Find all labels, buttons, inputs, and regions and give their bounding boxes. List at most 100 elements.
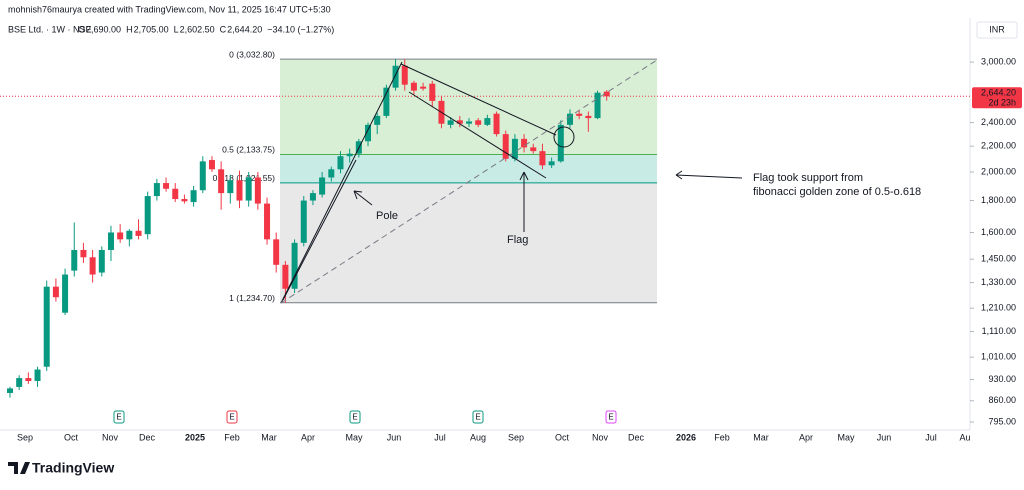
x-tick-label: Jul [925, 432, 937, 442]
x-tick-label: Oct [64, 432, 79, 442]
x-tick-label: Feb [714, 432, 730, 442]
candle-body [374, 115, 381, 125]
candle-body [126, 230, 133, 240]
candle-body [383, 87, 390, 116]
fib-label: 0.5 (2,133.75) [222, 145, 275, 155]
pole-line [282, 159, 357, 301]
time-axis: Sep Oct Nov Dec 2025 Feb Mar Apr May Jun Jul Aug Sep… [17, 432, 971, 442]
support-arrow [675, 170, 743, 180]
y-tick-label: 1,210.00 [981, 303, 1016, 313]
channel-line [408, 91, 547, 179]
candle-body [401, 65, 408, 85]
candle-body [199, 161, 206, 191]
currency[interactable]: INR [989, 24, 1005, 34]
flag-arrow [519, 171, 529, 232]
x-tick-label: Mar [261, 432, 277, 442]
x-tick-label: Sep [17, 432, 33, 442]
y-tick-label: 930.00 [988, 374, 1016, 384]
candle-body [300, 200, 307, 243]
candle-body [603, 91, 610, 97]
annotation-pole: Pole [376, 210, 398, 222]
fib-zone [280, 59, 657, 155]
candle-body [89, 257, 96, 275]
candle-body [328, 169, 335, 178]
y-tick-label: 2,400.00 [981, 117, 1016, 127]
event-marker [349, 410, 361, 424]
y-tick-label: 1,330.00 [981, 277, 1016, 287]
logo-mark [8, 462, 30, 474]
credit: mohnish76maurya created with TradingView… [8, 4, 331, 14]
x-tick-label: Mar [753, 432, 769, 442]
y-tick-label: 1,800.00 [981, 195, 1016, 205]
y-tick-label: 1,110.00 [982, 326, 1016, 336]
fib-label: 1 (1,234.70) [229, 293, 275, 303]
y-tick-label: 860.00 [988, 395, 1016, 405]
x-tick-label: Dec [628, 432, 645, 442]
y-tick-label: 1,600.00 [981, 227, 1016, 237]
trend-line [280, 59, 658, 304]
y-tick-label: 795.00 [988, 416, 1016, 426]
x-tick-label: Au [959, 432, 970, 442]
highlight-circle [553, 126, 575, 148]
candle-body [254, 177, 261, 204]
fib-label: 0 (3,032.80) [229, 49, 275, 59]
ohlc-change: −34.10 (−1.27%) [267, 24, 334, 34]
candle-body [319, 177, 326, 195]
candle-body [392, 65, 399, 88]
x-tick-label: May [345, 432, 363, 442]
candle-body [420, 86, 427, 89]
channel-line [400, 63, 557, 136]
pole-arrow [353, 190, 373, 206]
candle-body [475, 120, 482, 125]
ohlc-key: C [220, 24, 227, 34]
ohlc-key: L [174, 24, 179, 34]
annotation-support: Flag took support from [753, 172, 863, 184]
x-tick-label: Aug [470, 432, 486, 442]
pole-line [280, 61, 403, 304]
x-tick-label: Apr [799, 432, 813, 442]
symbol: BSE Ltd. · 1W · NSE [8, 24, 92, 34]
fib-label: 0.618 (1,921.55) [213, 173, 276, 183]
candle-body [117, 232, 124, 240]
candle-body [264, 203, 271, 240]
x-tick-label: 2026 [676, 432, 696, 442]
candle-body [484, 118, 491, 125]
event-marker [472, 410, 484, 424]
x-tick-label: Sep [508, 432, 524, 442]
tradingview-logo: TradingView [8, 460, 114, 476]
candle-body [98, 249, 105, 273]
price-axis: 795.00 860.00 930.00 1,010.00 1,110.00 1,210.… [970, 56, 1022, 426]
candle-body [172, 188, 179, 200]
event-label: E [352, 413, 357, 422]
x-tick-label: Apr [301, 432, 315, 442]
ohlc-value: 2,644.20 [227, 24, 262, 34]
ohlc-header: O 2,690.00 H 2,705.00 L 2,602.50 C 2,644.20 −34.… [78, 24, 334, 34]
candle-body [43, 286, 50, 367]
y-tick-label: 3,000.00 [981, 56, 1016, 66]
candle-body [218, 169, 225, 194]
ohlc-value: 2,602.50 [180, 24, 215, 34]
countdown: 2d 23h [988, 98, 1016, 108]
fib-zone [280, 154, 657, 183]
candle-body [7, 388, 13, 393]
candle-body [181, 199, 188, 202]
fib-retracement: 0 (3,032.80) 0.5 (2,133.75) 0.618 (1,921.5… [213, 49, 657, 304]
last-price-box [972, 87, 1022, 109]
candle-body [291, 242, 298, 289]
candle-body [466, 121, 472, 124]
currency-box[interactable] [976, 21, 1018, 39]
candle-body [566, 113, 573, 125]
event-marker [605, 410, 617, 424]
candle-body [530, 147, 537, 152]
candle-body [273, 239, 280, 265]
fib-zone [280, 182, 657, 303]
candle-body [144, 196, 151, 235]
y-tick-label: 2,200.00 [981, 141, 1016, 151]
event-label: E [229, 413, 234, 422]
x-tick-label: 2025 [185, 432, 205, 442]
annotation-flag: Flag [507, 234, 528, 246]
candle-body [52, 286, 59, 298]
x-tick-label: Jul [434, 432, 446, 442]
